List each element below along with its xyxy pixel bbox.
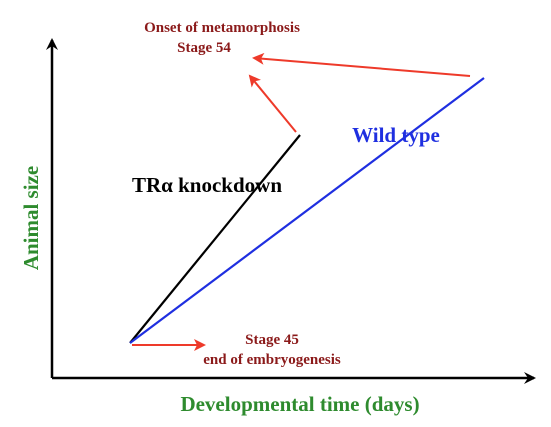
- knockdown-label: TRα knockdown: [132, 173, 282, 197]
- stage45-label-line2: end of embryogenesis: [203, 352, 341, 368]
- y-axis-label: Animal size: [19, 166, 43, 270]
- knockdown-line: [129, 134, 301, 344]
- stage45-label-line1: Stage 45: [245, 332, 299, 348]
- x-axis-label: Developmental time (days): [180, 392, 419, 416]
- wild-type-line: [129, 77, 485, 344]
- onset-label-line2: Stage 54: [177, 40, 231, 56]
- knockdown-onset-arrow: [248, 74, 297, 133]
- wildtype-onset-arrow: [252, 52, 471, 77]
- wild-type-label: Wild type: [352, 123, 440, 147]
- onset-label-line1: Onset of metamorphosis: [144, 20, 300, 36]
